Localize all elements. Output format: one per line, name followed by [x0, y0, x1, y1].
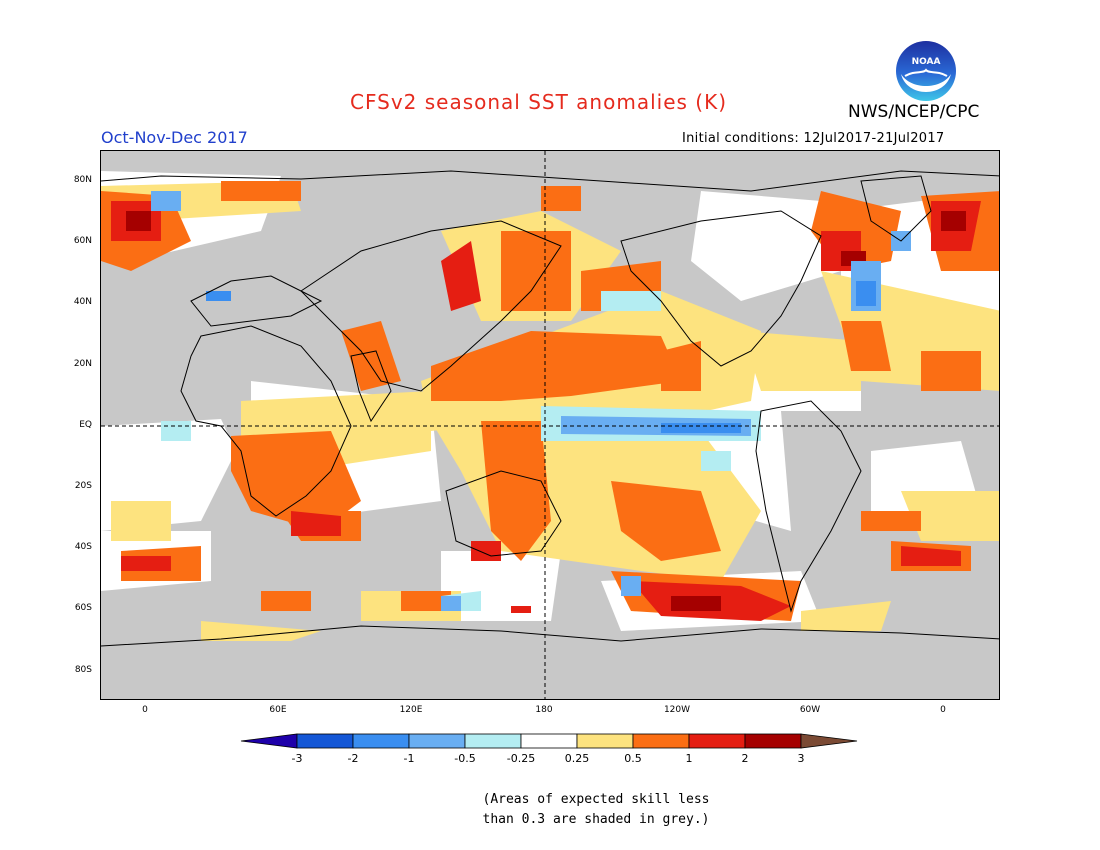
lat-label: 20N: [73, 359, 92, 369]
lon-label: 60W: [799, 705, 821, 715]
colorbar-segment: [352, 733, 410, 749]
colorbar-segment: [688, 733, 746, 749]
lon-label: 0: [142, 705, 148, 715]
footnote-line-1: (Areas of expected skill less: [482, 792, 710, 807]
colorbar-segment: [296, 733, 354, 749]
sst-anomaly-map: [100, 150, 1000, 700]
colorbar-tick: 0.25: [564, 752, 590, 765]
colorbar-segment: [744, 733, 802, 749]
agency-label: NWS/NCEP/CPC: [848, 102, 980, 122]
lat-label: 60N: [73, 236, 92, 246]
map-canvas: [101, 151, 999, 699]
colorbar-tick: -2: [347, 752, 359, 765]
map-title: CFSv2 seasonal SST anomalies (K): [350, 90, 727, 114]
lon-label: 120E: [399, 705, 423, 715]
lon-label: 180: [535, 705, 553, 715]
colorbar-segment: [800, 733, 858, 749]
colorbar-segment: [408, 733, 466, 749]
lat-label: 80S: [74, 665, 92, 675]
colorbar-segment: [520, 733, 578, 749]
colorbar-segment: [464, 733, 522, 749]
colorbar-tick: 2: [741, 752, 749, 765]
colorbar: [240, 733, 858, 749]
lon-label: 0: [940, 705, 946, 715]
colorbar-tick: -0.5: [454, 752, 476, 765]
colorbar-segment: [632, 733, 690, 749]
colorbar-tick: -1: [403, 752, 415, 765]
lat-label: EQ: [79, 420, 92, 430]
lon-label: 60E: [269, 705, 287, 715]
colorbar-segment: [240, 733, 298, 749]
noaa-logo: NOAA: [896, 41, 956, 101]
colorbar-tick: 1: [685, 752, 693, 765]
colorbar-tick: -0.25: [506, 752, 536, 765]
lat-label: 60S: [74, 603, 92, 613]
season-label: Oct-Nov-Dec 2017: [101, 128, 248, 147]
logo-text: NOAA: [912, 57, 941, 67]
footnote-line-2: than 0.3 are shaded in grey.): [482, 812, 710, 827]
colorbar-segment: [576, 733, 634, 749]
colorbar-tick: -3: [291, 752, 303, 765]
coastlines: [101, 170, 999, 647]
lat-label: 20S: [74, 481, 92, 491]
lat-label: 40S: [74, 542, 92, 552]
lat-label: 40N: [73, 297, 92, 307]
initial-conditions-label: Initial conditions: 12Jul2017-21Jul2017: [682, 131, 945, 146]
lon-label: 120W: [663, 705, 691, 715]
colorbar-tick: 3: [797, 752, 805, 765]
lat-label: 80N: [73, 175, 92, 185]
colorbar-tick: 0.5: [624, 752, 642, 765]
